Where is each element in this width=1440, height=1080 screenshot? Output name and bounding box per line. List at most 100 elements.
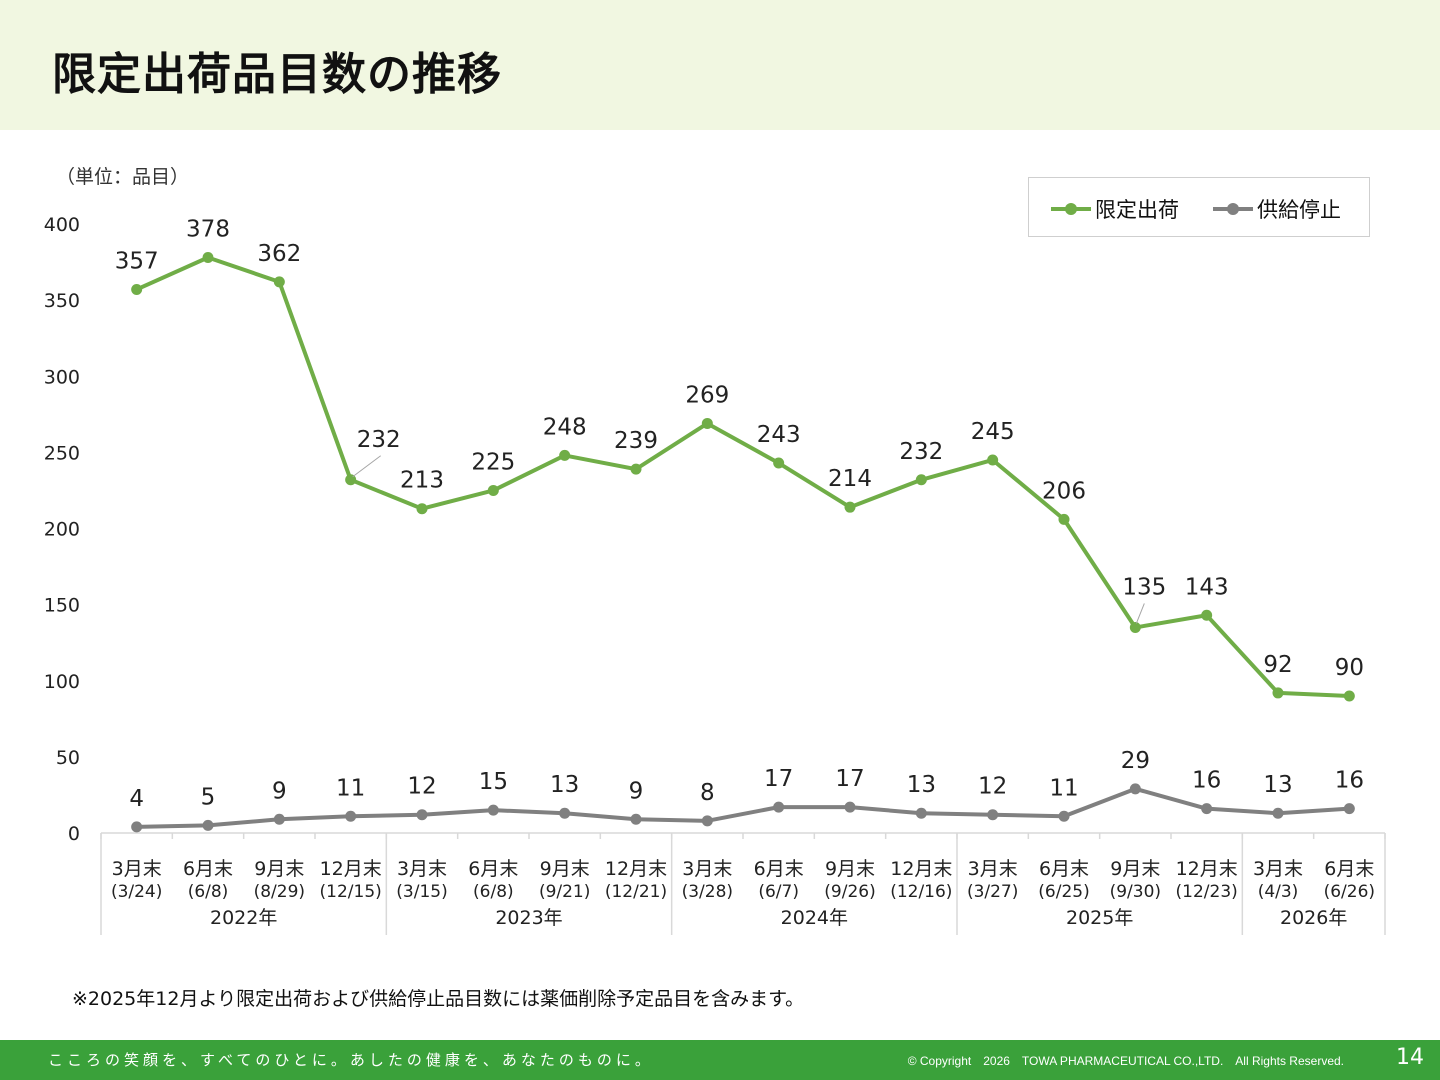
series-line-suspended bbox=[136, 786, 1350, 829]
data-point bbox=[701, 815, 713, 827]
data-point bbox=[416, 809, 428, 821]
y-axis-unit-label: （単位：品目） bbox=[56, 166, 190, 188]
x-tick-label: 12月末 bbox=[605, 858, 667, 880]
data-label: 225 bbox=[471, 449, 515, 475]
data-label: 17 bbox=[835, 766, 864, 792]
legend-limited-label: 限定出荷 bbox=[1095, 198, 1179, 222]
chart-legend: 限定出荷 供給停止 bbox=[1028, 177, 1370, 237]
x-tick-label: 6月末 bbox=[1039, 858, 1089, 880]
data-label: 357 bbox=[115, 248, 159, 274]
data-point bbox=[1343, 803, 1355, 815]
data-point bbox=[915, 807, 927, 819]
x-year-label: 2026年 bbox=[1280, 907, 1347, 929]
x-tick-label: 9月末 bbox=[1110, 858, 1160, 880]
header-band: 限定出荷品目数の推移 bbox=[0, 0, 1440, 130]
data-label: 12 bbox=[407, 774, 436, 800]
page-number: 14 bbox=[1396, 1045, 1424, 1070]
footer-band: こころの笑顔を、すべてのひとに。あしたの健康を、あなたのものに。 © Copyr… bbox=[0, 1040, 1440, 1080]
data-point bbox=[416, 503, 428, 515]
legend-limited-line-icon bbox=[1051, 203, 1091, 215]
data-label: 15 bbox=[479, 769, 508, 795]
x-tick-date-label: (3/15) bbox=[396, 882, 447, 902]
data-label: 13 bbox=[1263, 772, 1292, 798]
data-label: 9 bbox=[629, 778, 644, 804]
data-point bbox=[202, 251, 214, 263]
data-point bbox=[915, 474, 927, 486]
data-point bbox=[844, 501, 856, 513]
data-point bbox=[1129, 783, 1141, 795]
x-tick-label: 6月末 bbox=[468, 858, 518, 880]
data-label: 362 bbox=[257, 241, 301, 267]
y-tick-label: 200 bbox=[44, 519, 80, 541]
data-label: 29 bbox=[1121, 748, 1150, 774]
line-chart: 0 50 100 150 200 250 300 350 400 2022年 2023年 2024年 2… bbox=[44, 214, 1386, 935]
data-label: 16 bbox=[1192, 768, 1221, 794]
x-tick-label: 9月末 bbox=[254, 858, 304, 880]
data-label: 90 bbox=[1335, 655, 1364, 681]
x-tick-date-label: (3/27) bbox=[967, 882, 1018, 902]
x-tick-label: 12月末 bbox=[320, 858, 382, 880]
data-label: 4 bbox=[129, 786, 144, 812]
x-tick-label: 9月末 bbox=[540, 858, 590, 880]
x-tick-label: 3月末 bbox=[682, 858, 732, 880]
data-point bbox=[630, 813, 642, 825]
data-point bbox=[1272, 807, 1284, 819]
data-point bbox=[559, 807, 571, 819]
data-label: 232 bbox=[899, 439, 943, 465]
data-point bbox=[131, 283, 143, 295]
x-tick-label: 9月末 bbox=[825, 858, 875, 880]
x-year-label: 2023年 bbox=[495, 907, 562, 929]
x-tick-date-label: (12/16) bbox=[890, 882, 952, 902]
data-label: 5 bbox=[201, 784, 216, 810]
x-tick-date-label: (4/3) bbox=[1258, 882, 1299, 902]
data-label: 8 bbox=[700, 780, 715, 806]
footer-slogan: こころの笑顔を、すべてのひとに。あしたの健康を、あなたのものに。 bbox=[48, 1051, 654, 1069]
data-label: 13 bbox=[550, 772, 579, 798]
leader-line bbox=[352, 455, 381, 478]
x-tick-date-label: (12/23) bbox=[1176, 882, 1238, 902]
x-tick-date-label: (3/24) bbox=[111, 882, 162, 902]
copyright-text: © Copyright 2026 TOWA PHARMACEUTICAL CO.… bbox=[907, 1054, 1344, 1068]
data-label: 135 bbox=[1122, 574, 1166, 600]
y-tick-label: 100 bbox=[44, 671, 80, 693]
data-point bbox=[559, 449, 571, 461]
data-point bbox=[773, 457, 785, 469]
data-point bbox=[1058, 810, 1070, 822]
data-point bbox=[487, 484, 499, 496]
data-label: 245 bbox=[971, 419, 1015, 445]
data-point bbox=[630, 463, 642, 475]
data-label: 248 bbox=[543, 414, 587, 440]
data-point bbox=[1058, 513, 1070, 525]
x-tick-label: 12月末 bbox=[1176, 858, 1238, 880]
x-year-label: 2025年 bbox=[1066, 907, 1133, 929]
data-label: 11 bbox=[336, 775, 365, 801]
data-point bbox=[131, 821, 143, 833]
data-label: 378 bbox=[186, 216, 230, 242]
data-point bbox=[202, 819, 214, 831]
data-point bbox=[1201, 609, 1213, 621]
data-point bbox=[1201, 803, 1213, 815]
x-tick-date-label: (8/29) bbox=[254, 882, 305, 902]
data-label: 12 bbox=[978, 774, 1007, 800]
y-tick-label: 50 bbox=[56, 747, 80, 769]
data-label: 213 bbox=[400, 468, 444, 494]
x-year-label: 2022年 bbox=[210, 907, 277, 929]
x-tick-label: 3月末 bbox=[1253, 858, 1303, 880]
x-tick-date-label: (9/26) bbox=[824, 882, 875, 902]
data-label: 232 bbox=[357, 427, 401, 453]
data-point bbox=[345, 474, 357, 486]
data-label: 92 bbox=[1263, 652, 1292, 678]
data-point bbox=[844, 801, 856, 813]
x-tick-label: 3月末 bbox=[112, 858, 162, 880]
data-point bbox=[1129, 621, 1141, 633]
data-point bbox=[273, 276, 285, 288]
x-tick-date-label: (6/25) bbox=[1038, 882, 1089, 902]
legend-item-limited: 限定出荷 bbox=[1051, 194, 1179, 224]
data-point bbox=[987, 454, 999, 466]
y-tick-label: 300 bbox=[44, 366, 80, 388]
data-label: 17 bbox=[764, 766, 793, 792]
legend-suspended-line-icon bbox=[1213, 203, 1253, 215]
y-tick-label: 0 bbox=[68, 823, 80, 845]
data-point bbox=[487, 804, 499, 816]
x-tick-date-label: (6/8) bbox=[188, 882, 229, 902]
